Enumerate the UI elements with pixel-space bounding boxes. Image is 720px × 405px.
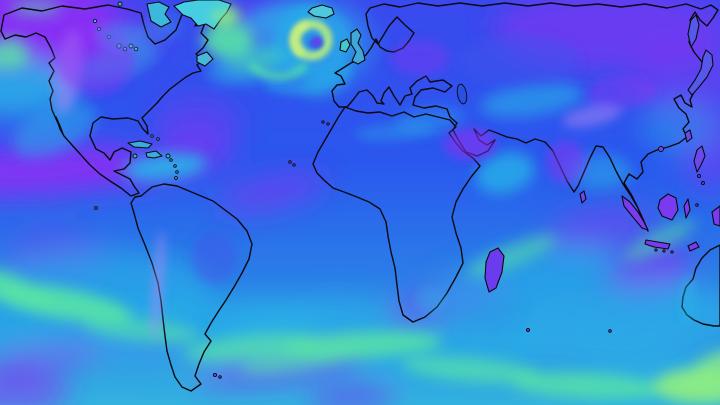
wind-blob	[192, 232, 236, 284]
wind-blob	[402, 356, 542, 384]
wind-blob	[545, 204, 655, 252]
bahamas-islet	[156, 137, 160, 141]
wind-blob	[240, 345, 360, 375]
southern-ocean-islet	[526, 328, 530, 332]
wind-blob	[685, 349, 720, 387]
coastline-sumatra	[621, 195, 649, 231]
canary-islet	[326, 122, 330, 126]
wind-blob	[681, 276, 695, 324]
falkland-islet	[212, 372, 218, 378]
wind-blob	[218, 171, 326, 213]
wind-blob	[562, 104, 622, 128]
coastline-new-guinea	[711, 205, 720, 227]
arctic-islet	[117, 1, 123, 7]
wind-blob	[0, 37, 28, 51]
coastline-great-britain	[350, 28, 366, 65]
coastline-south-america	[130, 183, 253, 392]
wind-blob	[202, 22, 254, 58]
wind-blob	[123, 153, 207, 181]
jamaica-island	[132, 153, 138, 159]
sunda-islet	[670, 250, 674, 254]
wind-blob	[460, 35, 580, 85]
molucca-islet	[695, 203, 699, 207]
wind-blob	[13, 102, 97, 158]
storm-eye-core	[313, 38, 321, 44]
wind-blob	[390, 40, 450, 76]
wind-blob	[640, 102, 720, 154]
islands	[94, 1, 720, 379]
cape-verde-islet	[288, 160, 292, 164]
hainan-island	[658, 146, 664, 152]
wind-blob	[480, 82, 584, 118]
wind-blob	[546, 140, 586, 184]
storm-outer-arm	[265, 63, 352, 94]
wind-blob	[427, 244, 613, 320]
sunda-islet	[662, 249, 666, 253]
wind-blob	[475, 152, 535, 194]
coastline-newfoundland	[196, 51, 214, 67]
coastline-hispaniola	[145, 150, 163, 159]
wind-blob	[0, 47, 30, 69]
coastline-sulawesi	[683, 198, 691, 219]
trinidad-island	[174, 176, 178, 180]
coastline-africa	[312, 106, 481, 323]
coastline-iceland	[307, 4, 335, 19]
wind-blob	[444, 128, 496, 160]
coastline-ireland	[339, 38, 351, 53]
coastline-taiwan	[684, 129, 693, 143]
wind-blob	[0, 268, 51, 310]
coastline-timor	[687, 241, 700, 252]
coastline-sri-lanka	[579, 190, 587, 204]
wind-blob	[510, 372, 666, 400]
cape-verde-islet	[292, 163, 296, 167]
wind-blob	[307, 385, 397, 405]
coastline-cuba	[127, 140, 153, 149]
sunda-islet	[654, 248, 658, 252]
canary-islet	[321, 120, 325, 124]
great-lake	[133, 46, 139, 52]
storm-tail-arm	[248, 62, 308, 80]
antilles-islet	[173, 164, 177, 168]
coastline-java	[644, 239, 671, 250]
great-bear-lake	[92, 18, 98, 24]
galapagos-islet	[94, 206, 98, 210]
antilles-islet	[169, 158, 173, 162]
coastline-sakhalin	[687, 14, 700, 48]
terrain-tint-layer	[53, 8, 695, 340]
coastline-baffin-island	[146, 1, 172, 28]
antilles-islet	[175, 170, 179, 174]
coastline-japan	[687, 49, 714, 96]
wind-blob	[587, 75, 657, 109]
storm-bright-arc	[289, 21, 309, 57]
puerto-rico-island	[165, 153, 171, 159]
wind-blob	[355, 122, 435, 142]
bahamas-islet	[150, 134, 154, 138]
wind-blob	[210, 8, 238, 24]
wind-blob	[624, 219, 696, 261]
wind-blob	[84, 317, 200, 343]
wind-blob	[151, 96, 241, 148]
southern-ocean-islet	[608, 329, 612, 333]
philippine-islet	[697, 174, 701, 178]
caspian-sea	[456, 83, 468, 105]
philippine-islet	[701, 181, 705, 185]
coastline-madagascar	[484, 247, 505, 293]
wind-blob	[10, 0, 62, 16]
coastline-borneo	[657, 193, 679, 221]
wind-blob	[0, 370, 70, 405]
wind-blob	[414, 288, 446, 312]
wind-blob	[227, 47, 287, 73]
wind-blob	[96, 22, 148, 46]
wind-blob	[633, 43, 720, 113]
falkland-islet	[218, 375, 222, 379]
coastline-philippines	[693, 145, 706, 173]
wind-blob	[151, 230, 165, 340]
